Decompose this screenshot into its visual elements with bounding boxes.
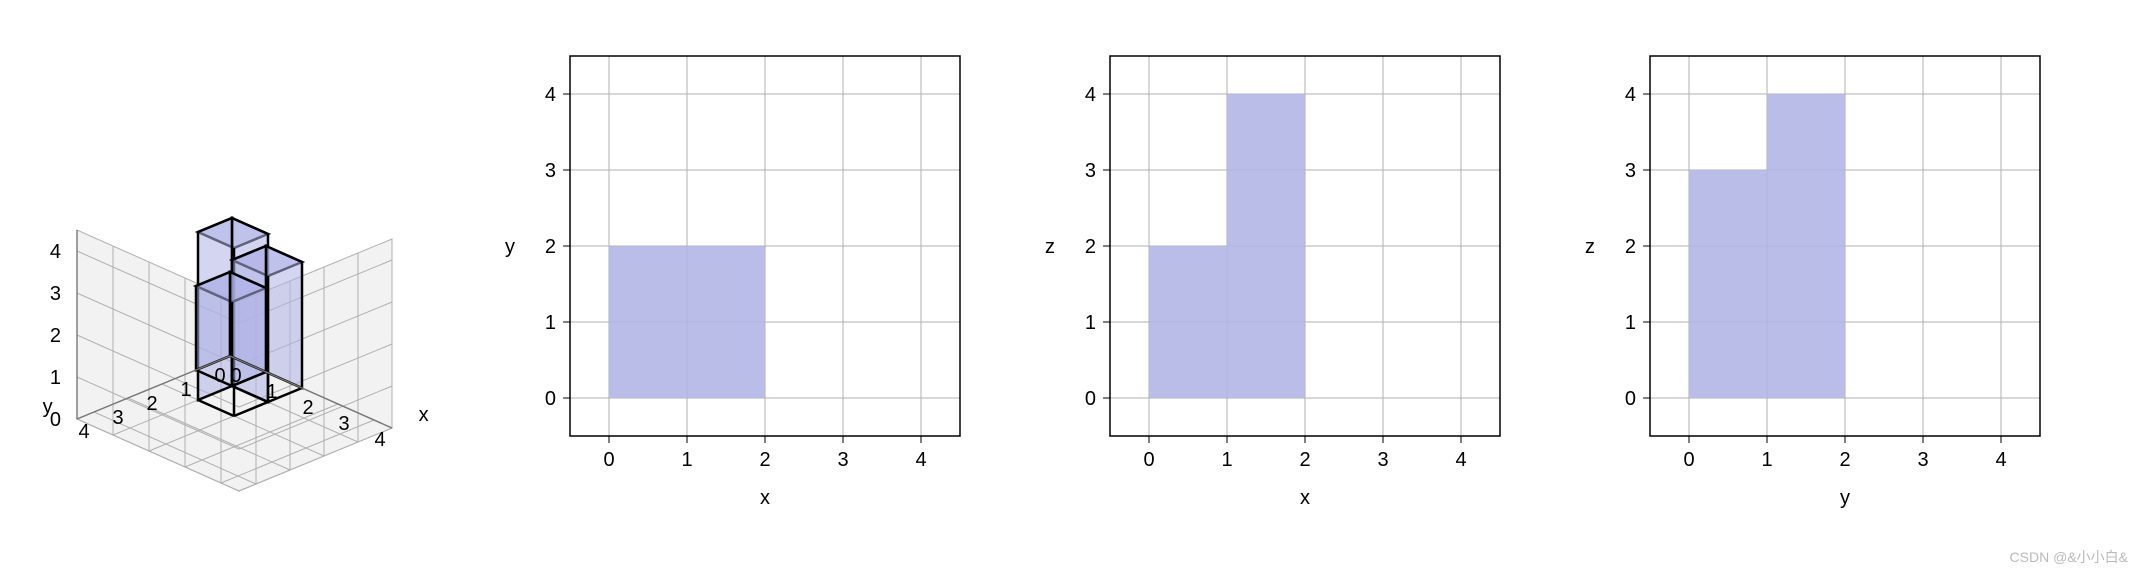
- ztick3d: 3: [50, 283, 61, 305]
- xlabel: x: [760, 487, 770, 509]
- ytick-label: 1: [545, 312, 556, 334]
- ytick-label: 2: [545, 236, 556, 258]
- ylabel: y: [505, 236, 515, 258]
- ztick3d: 4: [50, 241, 61, 263]
- panel-2d-xy: 0 0 1 1 2 2 3 3 4 4 x y: [450, 26, 990, 546]
- xtick3d: 0: [230, 365, 241, 387]
- ytick3d: 1: [180, 379, 191, 401]
- ytick-label: 4: [1625, 84, 1636, 106]
- xtick-label: 0: [603, 449, 614, 471]
- xlabel: x: [1300, 487, 1310, 509]
- xtick-label: 0: [1683, 449, 1694, 471]
- xtick-label: 3: [1377, 449, 1388, 471]
- ytick-label: 2: [1625, 236, 1636, 258]
- xtick3d: 1: [266, 381, 277, 403]
- ylabel: z: [1045, 236, 1055, 258]
- xtick-label: 3: [837, 449, 848, 471]
- xtick-label: 4: [1995, 449, 2006, 471]
- ytick-label: 0: [545, 388, 556, 410]
- ytick-label: 1: [1625, 312, 1636, 334]
- xtick-label: 1: [1221, 449, 1232, 471]
- panel-3d: 000111222333444xyz: [20, 26, 450, 546]
- ytick-label: 3: [545, 160, 556, 182]
- xtick3d: 4: [374, 429, 385, 451]
- xtick-label: 2: [759, 449, 770, 471]
- xtick-label: 1: [681, 449, 692, 471]
- xtick-label: 4: [915, 449, 926, 471]
- ylabel: z: [1585, 236, 1595, 258]
- ztick3d: 2: [50, 325, 61, 347]
- ytick-label: 3: [1625, 160, 1636, 182]
- figure-row: 000111222333444xyz 0011223344xy 00112233…: [0, 0, 2138, 571]
- ytick3d: 2: [146, 393, 157, 415]
- ytick-label: 0: [1085, 388, 1096, 410]
- ytick3d: 3: [112, 407, 123, 429]
- xlabel: y: [1840, 487, 1850, 509]
- ytick-label: 4: [1085, 84, 1096, 106]
- panel-2d-yz: 0 0 1 1 2 2 3 3 4 4 y z: [1530, 26, 2070, 546]
- xtick-label: 4: [1455, 449, 1466, 471]
- ytick-label: 4: [545, 84, 556, 106]
- ylabel3d: y: [43, 396, 53, 418]
- ztick3d: 1: [50, 367, 61, 389]
- xlabel3d: x: [419, 403, 429, 425]
- xtick-label: 3: [1917, 449, 1928, 471]
- xtick3d: 2: [302, 397, 313, 419]
- xtick-label: 2: [1839, 449, 1850, 471]
- xtick-label: 2: [1299, 449, 1310, 471]
- xtick-label: 0: [1143, 449, 1154, 471]
- panel-2d-xz: 0 0 1 1 2 2 3 3 4 4 x z: [990, 26, 1530, 546]
- ytick-label: 0: [1625, 388, 1636, 410]
- ytick-label: 1: [1085, 312, 1096, 334]
- xtick-label: 1: [1761, 449, 1772, 471]
- ytick-label: 2: [1085, 236, 1096, 258]
- watermark: CSDN @&小小白&: [2010, 547, 2128, 567]
- ytick3d: 0: [214, 365, 225, 387]
- ytick3d: 4: [78, 421, 89, 443]
- xtick3d: 3: [338, 413, 349, 435]
- ytick-label: 3: [1085, 160, 1096, 182]
